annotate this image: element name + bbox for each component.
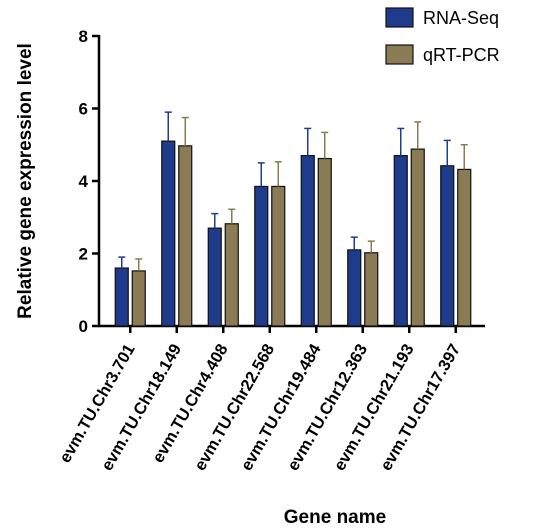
legend-swatch [385, 7, 414, 28]
legend: RNA-Seq qRT-PCR [385, 7, 500, 65]
legend-swatch [385, 44, 414, 65]
bar [300, 155, 315, 327]
bar [457, 168, 472, 327]
y-tick-label: 6 [79, 100, 88, 119]
legend-label: RNA-Seq [423, 8, 499, 28]
bar [131, 270, 146, 327]
y-axis-title: Relative gene expression level [15, 43, 36, 319]
bar [254, 185, 269, 327]
bar [271, 185, 286, 327]
bar [364, 252, 379, 327]
x-axis-title: Gene name [284, 507, 386, 528]
bar [224, 223, 239, 327]
bar [410, 148, 425, 327]
y-tick-label: 0 [79, 317, 88, 336]
y-tick-label: 2 [79, 245, 88, 264]
bar [317, 157, 332, 327]
bar [161, 140, 176, 327]
legend-label: qRT-PCR [423, 45, 500, 65]
bar [440, 165, 455, 327]
y-tick-label: 4 [79, 172, 89, 191]
bar [347, 249, 362, 327]
bar [178, 145, 193, 327]
bar [207, 227, 222, 327]
plot-area: 02468evm.TU.Chr3.701evm.TU.Chr18.149evm.… [56, 27, 485, 474]
y-tick-label: 8 [79, 27, 88, 46]
bar [114, 267, 129, 327]
bar [393, 155, 408, 327]
